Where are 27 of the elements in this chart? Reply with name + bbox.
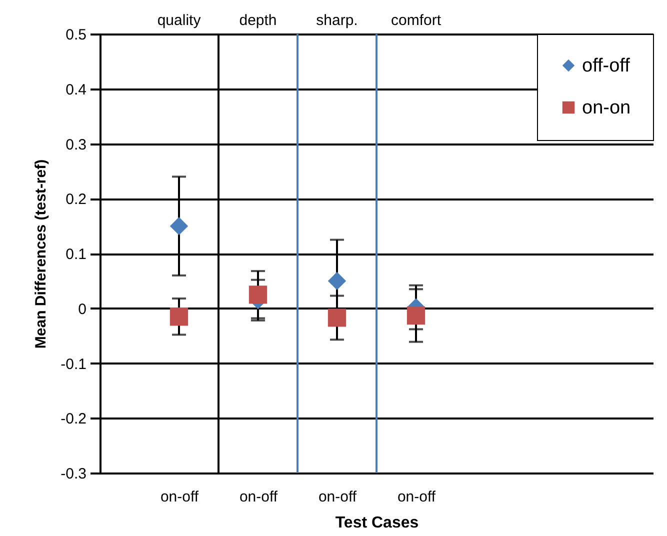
x-tick-label: on-off (160, 488, 200, 506)
y-tick-label: 0 (78, 300, 86, 318)
y-tick-label: 0.1 (66, 246, 86, 263)
y-tick-label: 0.2 (66, 191, 86, 208)
x-axis-title: Test Cases (335, 514, 419, 532)
y-tick-label: -0.2 (60, 410, 86, 428)
legend-label: on-on (582, 98, 631, 118)
y-tick-label: 0.4 (66, 81, 86, 98)
point (248, 286, 268, 304)
point (170, 216, 188, 236)
text: comfort (390, 12, 442, 29)
y-tick-label: -0.3 (60, 466, 86, 482)
y-axis-title: Mean Differences (test-ref) (32, 159, 50, 349)
point (328, 272, 346, 290)
point (328, 308, 346, 327)
y-tick-label: -0.1 (60, 356, 86, 373)
x-tick-label: on-off (318, 488, 358, 506)
legend-label: off-off (582, 56, 631, 76)
point (170, 308, 188, 326)
text: quality (157, 12, 202, 29)
x-tick-label: on-off (397, 488, 436, 506)
point (406, 306, 426, 325)
x-tick-label: on-off (239, 488, 278, 506)
text: sharp. (316, 12, 358, 29)
text: depth (239, 12, 277, 29)
y-tick-label: 0.5 (66, 26, 86, 44)
y-tick-label: 0.3 (66, 136, 86, 154)
